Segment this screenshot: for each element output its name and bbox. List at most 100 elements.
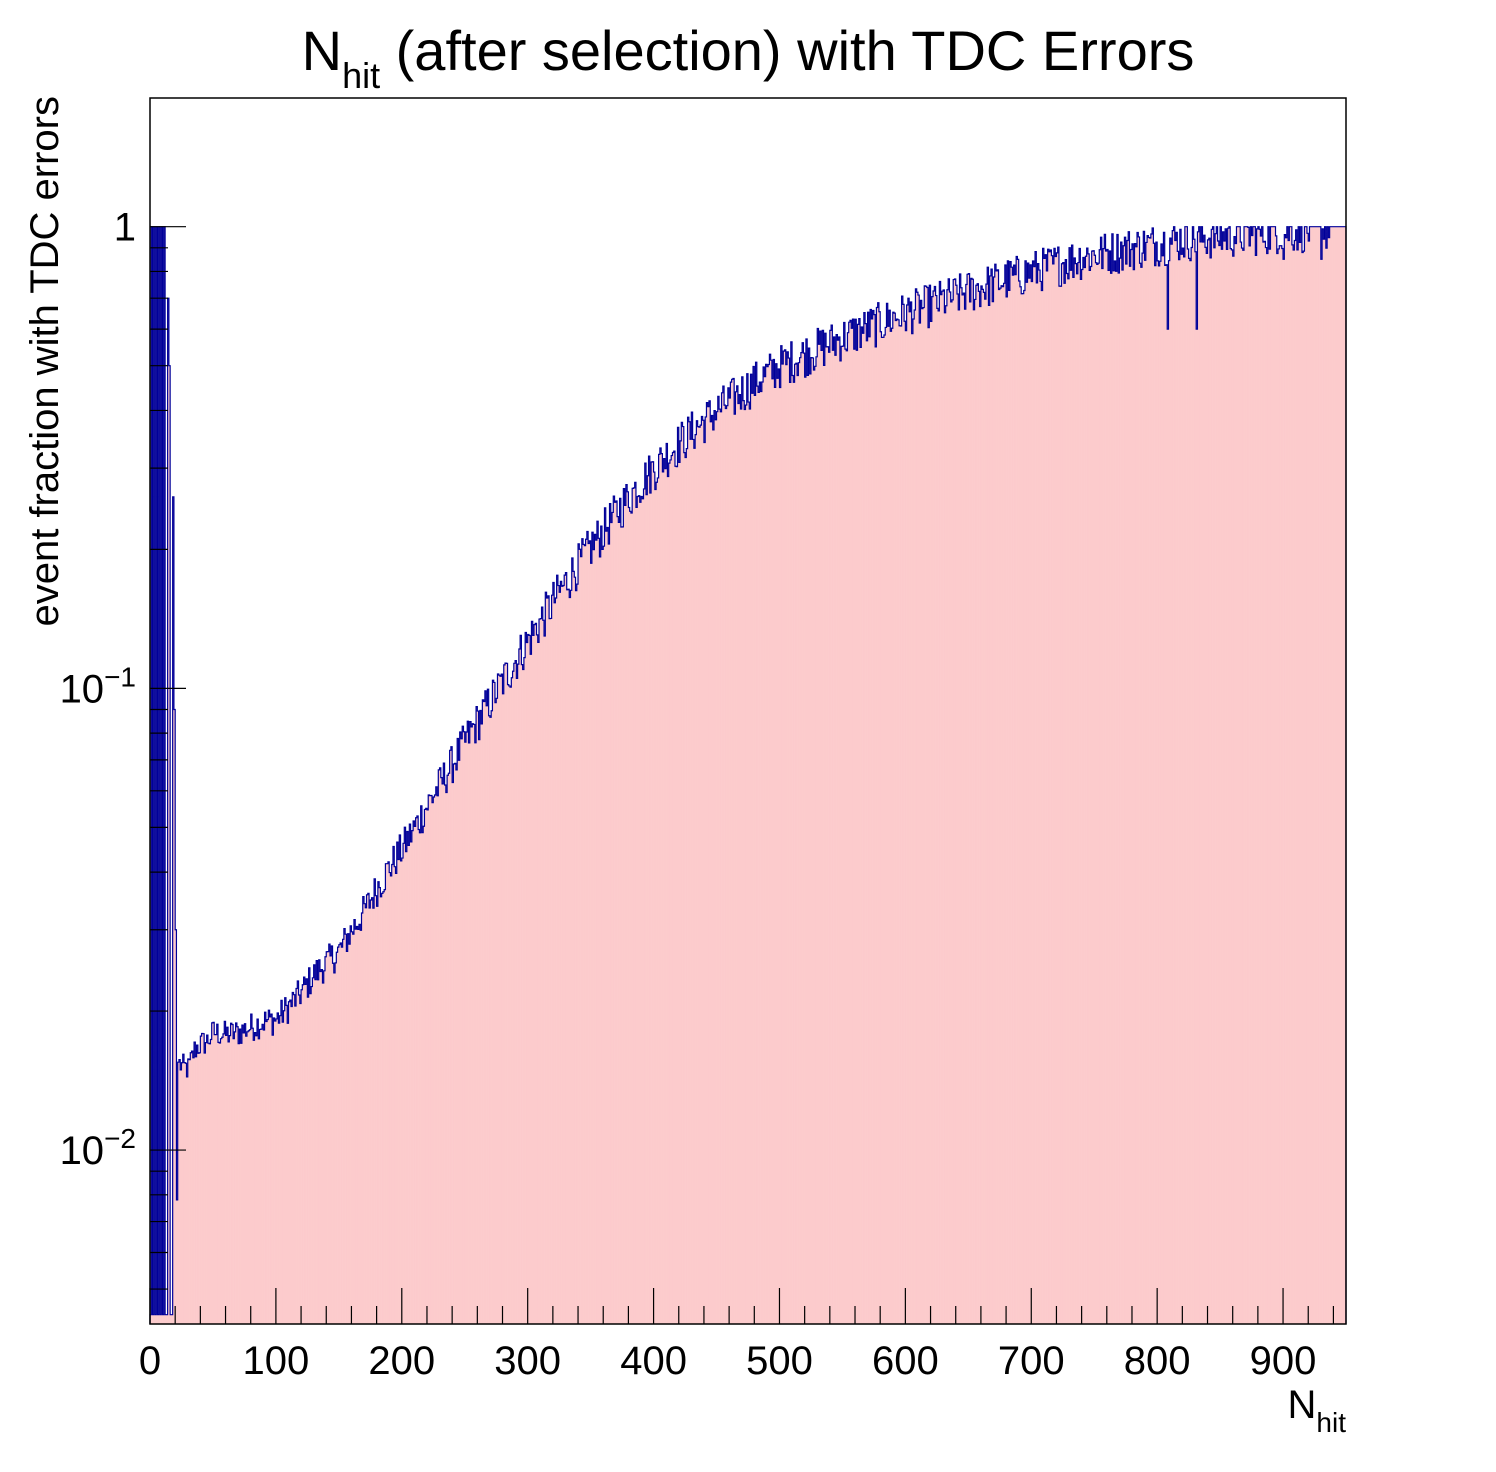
histogram-bin <box>1182 248 1184 1324</box>
histogram-bin <box>688 421 691 1325</box>
histogram-bin <box>748 402 750 1324</box>
histogram-bin <box>1154 265 1157 1324</box>
histogram-bin <box>314 979 317 1324</box>
histogram-bin <box>312 977 314 1324</box>
histogram-bin <box>1133 269 1135 1324</box>
histogram-bin <box>322 983 325 1324</box>
histogram-bin <box>949 292 951 1324</box>
histogram-bin <box>1203 235 1206 1325</box>
histogram-bin <box>766 366 769 1324</box>
histogram-bin <box>307 997 309 1324</box>
histogram-bin <box>649 492 652 1325</box>
histogram-bin <box>496 698 498 1324</box>
histogram-bin <box>601 549 604 1324</box>
histogram-bin <box>272 1035 274 1324</box>
histogram-bin <box>212 1022 215 1324</box>
histogram-bin <box>714 410 716 1325</box>
histogram-bin <box>513 663 516 1324</box>
histogram-bin <box>951 299 954 1324</box>
histogram-bin <box>1104 234 1106 1325</box>
histogram-bin <box>1266 253 1269 1325</box>
histogram-bin <box>1155 242 1158 1324</box>
histogram-bin <box>749 408 751 1324</box>
histogram-bin <box>215 1034 218 1324</box>
histogram-bin <box>629 511 632 1324</box>
histogram-bin <box>836 334 838 1324</box>
histogram-bin <box>962 294 964 1325</box>
histogram-bin <box>1113 270 1115 1324</box>
histogram-bin <box>668 463 671 1324</box>
histogram-bin <box>1026 282 1028 1325</box>
histogram-bin <box>1189 260 1192 1324</box>
histogram-bin <box>775 363 778 1324</box>
histogram-bin <box>571 557 574 1324</box>
histogram-bin <box>1270 226 1273 1324</box>
histogram-bin <box>355 929 357 1324</box>
histogram-bin <box>803 353 805 1324</box>
histogram-bin <box>871 318 873 1325</box>
histogram-bin <box>593 549 595 1324</box>
histogram-bin <box>721 392 724 1324</box>
histogram-bin <box>725 408 727 1324</box>
histogram-bin <box>746 373 749 1324</box>
histogram-bin <box>960 287 963 1324</box>
histogram-bin <box>911 333 914 1324</box>
histogram-bin <box>1159 261 1162 1324</box>
histogram-bin <box>1172 230 1174 1325</box>
histogram-bin <box>863 312 866 1324</box>
histogram-bin <box>1095 262 1098 1324</box>
histogram-bin <box>973 309 975 1325</box>
histogram-bin <box>737 403 740 1325</box>
x-tick-label: 500 <box>746 1339 813 1383</box>
histogram-bin <box>780 345 783 1324</box>
histogram-bin <box>732 378 735 1324</box>
histogram-bin <box>432 802 434 1324</box>
histogram-bin <box>390 875 393 1324</box>
histogram-bin <box>241 1025 244 1324</box>
histogram-bin <box>759 382 761 1324</box>
histogram-bin <box>993 276 996 1324</box>
histogram-bin <box>489 717 492 1324</box>
histogram-bin <box>793 382 795 1325</box>
histogram-bin <box>843 322 846 1324</box>
histogram-bin <box>996 270 998 1325</box>
histogram-bin <box>267 1019 269 1324</box>
histogram-bin <box>1066 273 1069 1324</box>
histogram-bin <box>180 1069 182 1324</box>
y-axis-title: event fraction with TDC errors <box>23 96 67 627</box>
histogram-bin <box>667 476 669 1324</box>
histogram-bin <box>634 482 637 1325</box>
histogram-bin <box>974 299 977 1325</box>
histogram-bin <box>1312 226 1314 1324</box>
histogram-bin <box>614 502 617 1324</box>
histogram-bin <box>914 310 916 1324</box>
histogram-bin <box>1067 278 1070 1324</box>
histogram-bin <box>1342 226 1344 1324</box>
histogram-bin <box>1162 255 1164 1324</box>
histogram-bin <box>508 685 511 1324</box>
histogram-bin <box>931 296 934 1324</box>
histogram-bin <box>862 333 865 1324</box>
histogram-bin <box>1149 238 1152 1324</box>
histogram-bin <box>575 590 578 1324</box>
histogram-bin <box>935 295 938 1324</box>
histogram-bin <box>1286 226 1289 1324</box>
histogram-bin <box>356 926 359 1324</box>
histogram-bin <box>1317 226 1319 1324</box>
histogram-bin <box>734 414 736 1324</box>
histogram-bin <box>598 538 600 1324</box>
histogram-bin <box>633 487 635 1324</box>
histogram-bin <box>1040 281 1042 1324</box>
histogram-bin <box>1218 245 1221 1324</box>
histogram-bin <box>1201 226 1203 1324</box>
histogram-bin <box>404 827 406 1324</box>
histogram-bin <box>676 466 678 1324</box>
histogram-bin <box>938 310 940 1324</box>
histogram-bin <box>622 526 624 1324</box>
histogram-bin <box>1090 266 1092 1324</box>
histogram-bin <box>1211 229 1213 1324</box>
histogram-bin <box>920 300 923 1324</box>
histogram-bin <box>1329 226 1332 1324</box>
histogram-bin <box>187 1059 190 1324</box>
histogram-bin <box>1057 247 1060 1325</box>
